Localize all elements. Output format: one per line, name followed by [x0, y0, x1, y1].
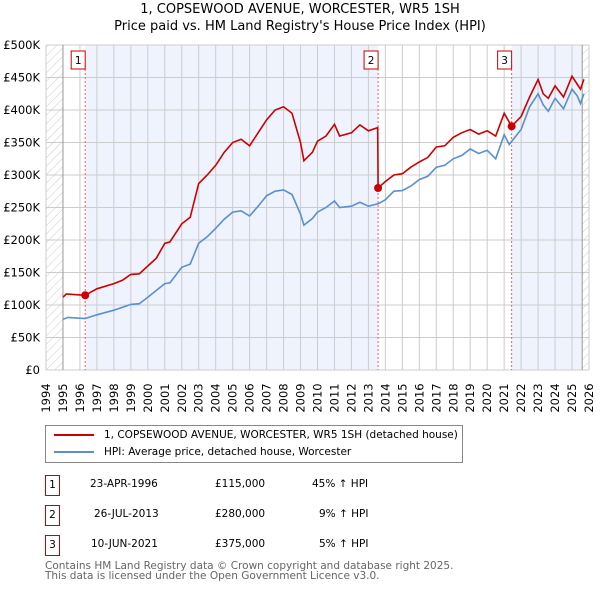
y-tick-label: £150K [3, 266, 40, 280]
x-tick-label: 1998 [107, 383, 121, 412]
y-tick-label: £450K [3, 71, 40, 85]
x-tick-label: 2017 [429, 383, 443, 412]
x-tick-label: 2015 [395, 383, 409, 412]
x-tick-label: 2011 [327, 383, 341, 412]
sale-point [374, 184, 383, 192]
sale-hpi: 9% ↑ HPI [319, 508, 369, 520]
x-tick-label: 2016 [412, 383, 426, 412]
x-tick-label: 2003 [192, 383, 206, 412]
x-tick-label: 2024 [548, 383, 562, 412]
y-tick-label: £50K [11, 331, 41, 345]
x-tick-label: 2013 [361, 383, 375, 412]
legend-swatch-hpi [54, 451, 94, 453]
sale-price: £115,000 [215, 478, 266, 490]
x-tick-label: 2018 [446, 383, 460, 412]
x-tick-label: 2007 [260, 383, 274, 412]
y-tick-label: £500K [3, 38, 40, 52]
chart-title: 1, COPSEWOOD AVENUE, WORCESTER, WR5 1SH [140, 2, 460, 17]
y-tick-label: £200K [3, 233, 40, 247]
sale-label-box [363, 50, 379, 70]
sale-badge: 3 [45, 535, 60, 556]
sale-label-box [70, 50, 86, 70]
chart-subtitle: Price paid vs. HM Land Registry's House … [114, 19, 486, 34]
sale-label: 3 [501, 55, 508, 67]
legend: 1, COPSEWOOD AVENUE, WORCESTER, WR5 1SH … [45, 425, 463, 463]
footer-licence: This data is licensed under the Open Gov… [45, 570, 380, 582]
footer: Contains HM Land Registry data © Crown c… [45, 560, 454, 582]
sale-price: £375,000 [215, 538, 266, 550]
y-tick-label: £0 [25, 363, 40, 377]
x-tick-label: 2025 [565, 383, 579, 412]
sale-hpi: 45% ↑ HPI [312, 478, 369, 490]
sale-badge: 2 [45, 505, 60, 526]
x-tick-label: 2005 [226, 383, 240, 412]
x-tick-label: 2022 [514, 383, 528, 412]
sale-date: 23-APR-1996 [90, 478, 158, 490]
x-tick-label: 2001 [158, 383, 172, 412]
sale-label: 1 [75, 55, 82, 67]
sale-label: 2 [368, 55, 375, 67]
x-tick-label: 1999 [124, 383, 138, 412]
x-tick-label: 2020 [480, 383, 494, 412]
sale-hpi: 5% ↑ HPI [319, 538, 369, 550]
x-tick-label: 1996 [73, 383, 87, 412]
legend-label-property: 1, COPSEWOOD AVENUE, WORCESTER, WR5 1SH … [104, 429, 458, 441]
sale-point [507, 122, 516, 131]
sale-label-box [497, 50, 513, 70]
y-tick-label: £250K [3, 201, 40, 215]
sale-price: £280,000 [215, 508, 266, 520]
legend-label-hpi: HPI: Average price, detached house, Worc… [104, 446, 352, 458]
y-tick-label: £350K [3, 136, 40, 150]
hpi-line [62, 87, 585, 321]
y-tick-label: £400K [3, 103, 40, 117]
x-tick-label: 2009 [294, 383, 308, 412]
x-tick-label: 1997 [90, 383, 104, 412]
price-chart: 1994 1995 1996 1997 1998 1999 2000 2001 2002 2003… [3, 38, 596, 413]
sale-date: 26-JUL-2013 [94, 508, 159, 520]
sale-badge: 1 [45, 475, 60, 496]
x-tick-label: 2010 [311, 383, 325, 412]
x-tick-label: 2026 [582, 383, 596, 412]
x-tick-label: 2002 [175, 383, 189, 412]
x-tick-label: 2000 [141, 383, 155, 412]
sale-date: 10-JUN-2021 [91, 538, 158, 550]
x-tick-label: 2014 [378, 383, 392, 412]
property-price-line [62, 74, 585, 298]
x-tick-label: 2006 [243, 383, 257, 412]
x-tick-label: 2021 [497, 383, 511, 412]
x-tick-label: 2012 [344, 383, 358, 412]
x-tick-label: 2008 [277, 383, 291, 412]
x-tick-label: 2004 [209, 383, 223, 412]
y-tick-label: £100K [3, 298, 40, 312]
y-tick-label: £300K [3, 168, 40, 182]
x-tick-label: 1995 [56, 383, 70, 412]
sale-point [81, 291, 90, 300]
x-tick-label: 2023 [531, 383, 545, 412]
legend-swatch-property [54, 434, 94, 436]
x-tick-label: 1994 [39, 383, 53, 412]
x-tick-label: 2019 [463, 383, 477, 412]
footer-copyright: Contains HM Land Registry data © Crown c… [45, 560, 454, 572]
